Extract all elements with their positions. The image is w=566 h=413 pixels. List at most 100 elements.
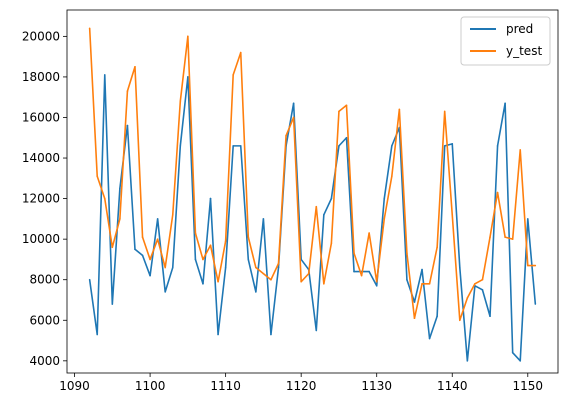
- data-point-pred: [217, 333, 219, 336]
- data-point-y-test: [171, 214, 174, 216]
- data-point-pred: [255, 291, 257, 293]
- data-point-y-test: [88, 27, 91, 30]
- data-point-pred: [292, 102, 295, 105]
- data-point-y-test: [398, 108, 401, 111]
- data-point-y-test: [126, 90, 129, 92]
- data-point-y-test: [156, 238, 159, 240]
- data-point-pred: [526, 218, 529, 220]
- y-tick-label: 10000: [22, 232, 60, 246]
- data-point-pred: [391, 145, 393, 147]
- data-point-pred: [149, 274, 151, 277]
- data-point-y-test: [338, 110, 340, 113]
- data-point-pred: [406, 278, 408, 281]
- data-point-y-test: [436, 246, 438, 249]
- data-point-y-test: [360, 274, 363, 277]
- legend-pred-label: pred: [506, 22, 533, 36]
- data-point-pred: [511, 351, 514, 354]
- plot-frame: [66, 9, 559, 374]
- data-point-y-test: [481, 278, 484, 281]
- data-point-pred: [156, 218, 159, 220]
- data-point-pred: [421, 268, 423, 271]
- data-point-y-test: [164, 266, 166, 269]
- data-point-pred: [134, 248, 136, 251]
- data-point-pred: [368, 270, 370, 273]
- data-point-y-test: [421, 282, 423, 285]
- data-point-pred: [496, 145, 499, 147]
- data-point-pred: [239, 145, 242, 147]
- data-point-y-test: [496, 191, 499, 194]
- y-tick-label: 12000: [22, 192, 60, 206]
- data-point-pred: [277, 266, 280, 269]
- y-tick-label: 6000: [29, 313, 60, 327]
- y-tick-label: 14000: [22, 151, 60, 165]
- data-point-y-test: [277, 262, 280, 265]
- data-point-y-test: [285, 134, 287, 137]
- data-point-y-test: [255, 266, 257, 269]
- data-point-y-test: [330, 242, 333, 245]
- data-point-y-test: [474, 282, 476, 285]
- data-point-y-test: [187, 35, 189, 38]
- data-point-y-test: [103, 197, 106, 200]
- data-point-y-test: [323, 282, 325, 285]
- data-point-y-test: [292, 116, 295, 119]
- data-point-y-test: [315, 205, 318, 208]
- series-line-y-test: [88, 28, 536, 322]
- data-point-y-test: [111, 246, 114, 249]
- data-point-pred: [466, 360, 469, 362]
- data-point-pred: [111, 303, 114, 305]
- data-point-pred: [345, 136, 348, 139]
- series-layer: [88, 27, 537, 362]
- data-point-pred: [436, 315, 438, 318]
- data-point-y-test: [406, 252, 408, 255]
- data-point-y-test: [179, 100, 182, 103]
- data-point-pred: [141, 254, 144, 257]
- data-point-pred: [323, 214, 325, 216]
- data-point-pred: [481, 289, 484, 291]
- data-point-pred: [413, 301, 416, 303]
- data-point-pred: [247, 258, 250, 261]
- x-tick-label: 1090: [59, 379, 90, 393]
- data-point-y-test: [511, 238, 514, 240]
- data-point-y-test: [202, 258, 204, 261]
- data-point-y-test: [451, 214, 454, 216]
- data-point-pred: [315, 329, 318, 332]
- legend-y-test-label: y_test: [506, 44, 542, 58]
- data-point-pred: [534, 303, 537, 305]
- data-point-y-test: [239, 51, 242, 54]
- data-point-pred: [88, 278, 91, 281]
- data-point-pred: [202, 282, 204, 285]
- data-point-y-test: [262, 272, 265, 275]
- data-point-y-test: [270, 278, 272, 281]
- data-point-y-test: [353, 252, 355, 255]
- data-point-y-test: [194, 232, 197, 234]
- data-point-pred: [504, 102, 506, 105]
- data-point-y-test: [209, 244, 212, 247]
- data-point-pred: [103, 74, 106, 76]
- data-point-y-test: [345, 104, 348, 107]
- data-point-pred: [270, 333, 272, 336]
- x-tick-label: 1140: [437, 379, 468, 393]
- data-point-y-test: [368, 232, 370, 234]
- y-tick-label: 20000: [22, 29, 60, 43]
- data-point-y-test: [428, 282, 431, 285]
- data-point-y-test: [149, 258, 151, 261]
- data-point-y-test: [526, 264, 529, 267]
- data-point-pred: [459, 266, 461, 269]
- data-point-y-test: [119, 218, 121, 220]
- data-point-y-test: [383, 218, 386, 220]
- data-point-pred: [209, 197, 212, 200]
- data-point-pred: [330, 197, 333, 200]
- data-point-y-test: [141, 236, 144, 238]
- series-line-pred: [88, 74, 537, 362]
- data-point-pred: [164, 291, 166, 293]
- data-point-pred: [375, 285, 378, 287]
- data-point-y-test: [391, 175, 393, 178]
- data-point-pred: [428, 337, 431, 340]
- y-tick-label: 8000: [29, 273, 60, 287]
- x-axis: 1090 1100 1110 1120 1130 1140 1150: [59, 373, 543, 393]
- y-axis: 4000 6000 8000 10000 12000 14000 16000 18000 200…: [22, 29, 67, 368]
- data-point-y-test: [466, 297, 469, 299]
- data-point-y-test: [504, 236, 506, 238]
- data-point-y-test: [519, 149, 522, 151]
- data-point-pred: [262, 218, 265, 220]
